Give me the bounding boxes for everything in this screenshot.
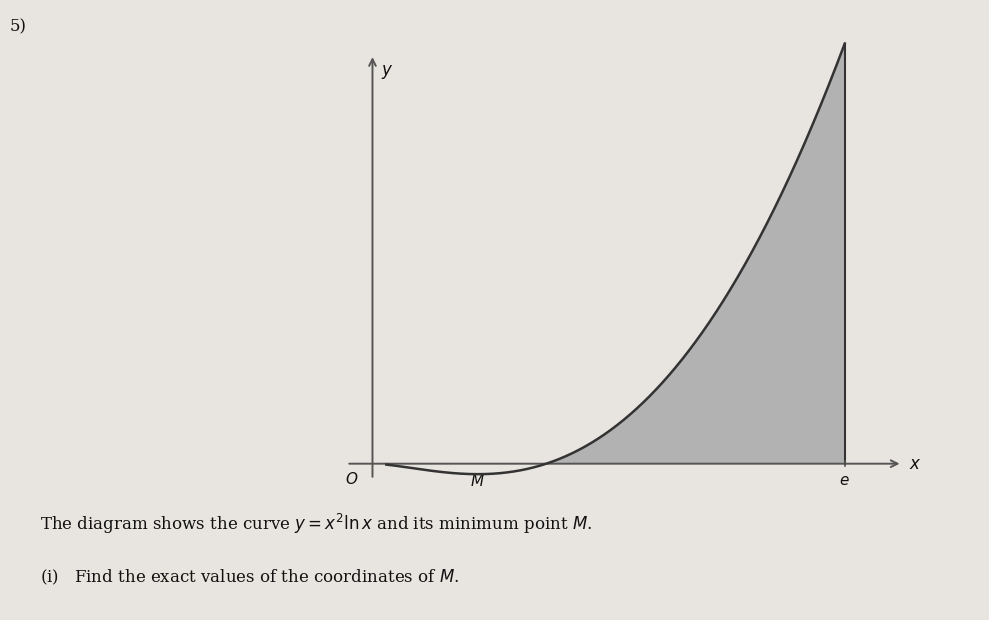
Text: $y$: $y$ [381, 63, 394, 81]
Text: 5): 5) [10, 19, 27, 35]
Text: (i)   Find the exact values of the coordinates of $M$.: (i) Find the exact values of the coordin… [40, 567, 459, 587]
Text: $O$: $O$ [345, 471, 359, 487]
Text: $e$: $e$ [840, 473, 851, 488]
Text: $M$: $M$ [471, 473, 486, 489]
Text: The diagram shows the curve $y = x^2 \ln x$ and its minimum point $M$.: The diagram shows the curve $y = x^2 \ln… [40, 512, 591, 536]
Text: $x$: $x$ [909, 454, 922, 472]
Polygon shape [546, 43, 845, 464]
